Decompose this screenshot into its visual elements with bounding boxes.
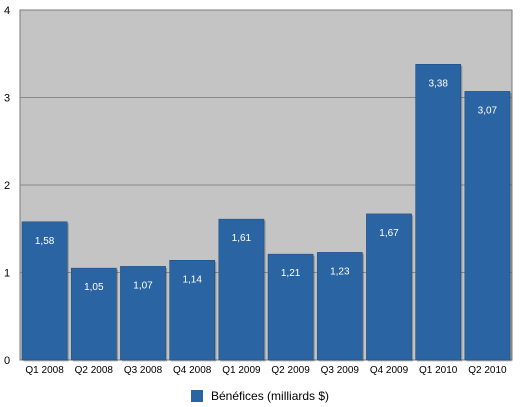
data-label: 1,58 (35, 236, 55, 247)
bar (120, 266, 166, 361)
data-label: 1,05 (84, 282, 104, 293)
x-tick-label: Q4 2009 (370, 365, 409, 376)
bar (169, 260, 216, 361)
x-axis-ticks: Q1 2008 Q2 2008 Q3 2008 Q4 2008 Q1 2009 Q2 20… (25, 365, 507, 376)
data-label: 3,07 (478, 105, 498, 116)
bar (415, 64, 462, 361)
data-label: 1,14 (182, 274, 202, 285)
data-label: 1,67 (379, 228, 399, 239)
x-tick-label: Q2 2009 (271, 365, 310, 376)
data-label: 1,23 (330, 266, 350, 277)
bar (21, 221, 68, 361)
y-axis-ticks: 0 1 2 3 4 (4, 5, 10, 367)
legend-swatch (191, 390, 203, 402)
y-tick-label: 0 (4, 355, 10, 367)
bar (366, 213, 412, 361)
bar (316, 252, 363, 361)
y-tick-label: 2 (4, 180, 10, 192)
x-tick-label: Q2 2010 (468, 365, 507, 376)
data-label: 3,38 (428, 78, 448, 89)
bar (218, 218, 265, 361)
data-labels: 1,58 1,05 1,07 1,14 1,61 1,21 1,23 1,67 3,38 3,07 (35, 78, 498, 293)
x-tick-label: Q3 2008 (124, 365, 163, 376)
x-tick-label: Q4 2008 (173, 365, 212, 376)
x-tick-label: Q1 2009 (222, 365, 261, 376)
legend-label: Bénéfices (milliards $) (211, 389, 330, 403)
bars (21, 64, 512, 362)
y-tick-label: 1 (4, 268, 10, 280)
data-label: 1,21 (281, 268, 301, 279)
data-label: 1,07 (133, 280, 153, 291)
y-tick-label: 3 (4, 93, 10, 105)
legend: Bénéfices (milliards $) (191, 389, 329, 403)
bar (70, 267, 117, 361)
x-tick-label: Q1 2010 (419, 365, 458, 376)
x-tick-label: Q3 2009 (321, 365, 360, 376)
x-tick-label: Q1 2008 (25, 365, 64, 376)
bar (464, 91, 511, 361)
y-tick-label: 4 (4, 5, 10, 17)
data-label: 1,61 (232, 233, 252, 244)
x-tick-label: Q2 2008 (75, 365, 114, 376)
bar (267, 253, 314, 361)
